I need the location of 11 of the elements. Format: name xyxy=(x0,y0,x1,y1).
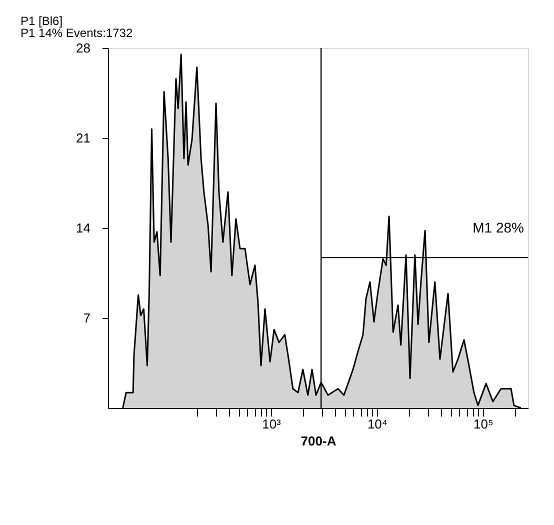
x-tick-label: 10⁵ xyxy=(474,416,494,432)
x-tick-label: 10⁴ xyxy=(367,416,388,432)
y-tick-label: 21 xyxy=(76,130,90,146)
y-tick-label: 7 xyxy=(83,310,90,326)
chart-subtitle: P1 14% Events:1732 xyxy=(20,26,133,40)
x-axis-title: 700-A xyxy=(300,434,337,448)
ref-line-label: M1 28% xyxy=(472,220,524,236)
chart-title: P1 [Bl6] xyxy=(20,14,63,28)
y-tick-label: 28 xyxy=(76,40,90,56)
y-tick-label: 14 xyxy=(76,220,90,236)
x-tick-label: 10³ xyxy=(262,416,282,432)
